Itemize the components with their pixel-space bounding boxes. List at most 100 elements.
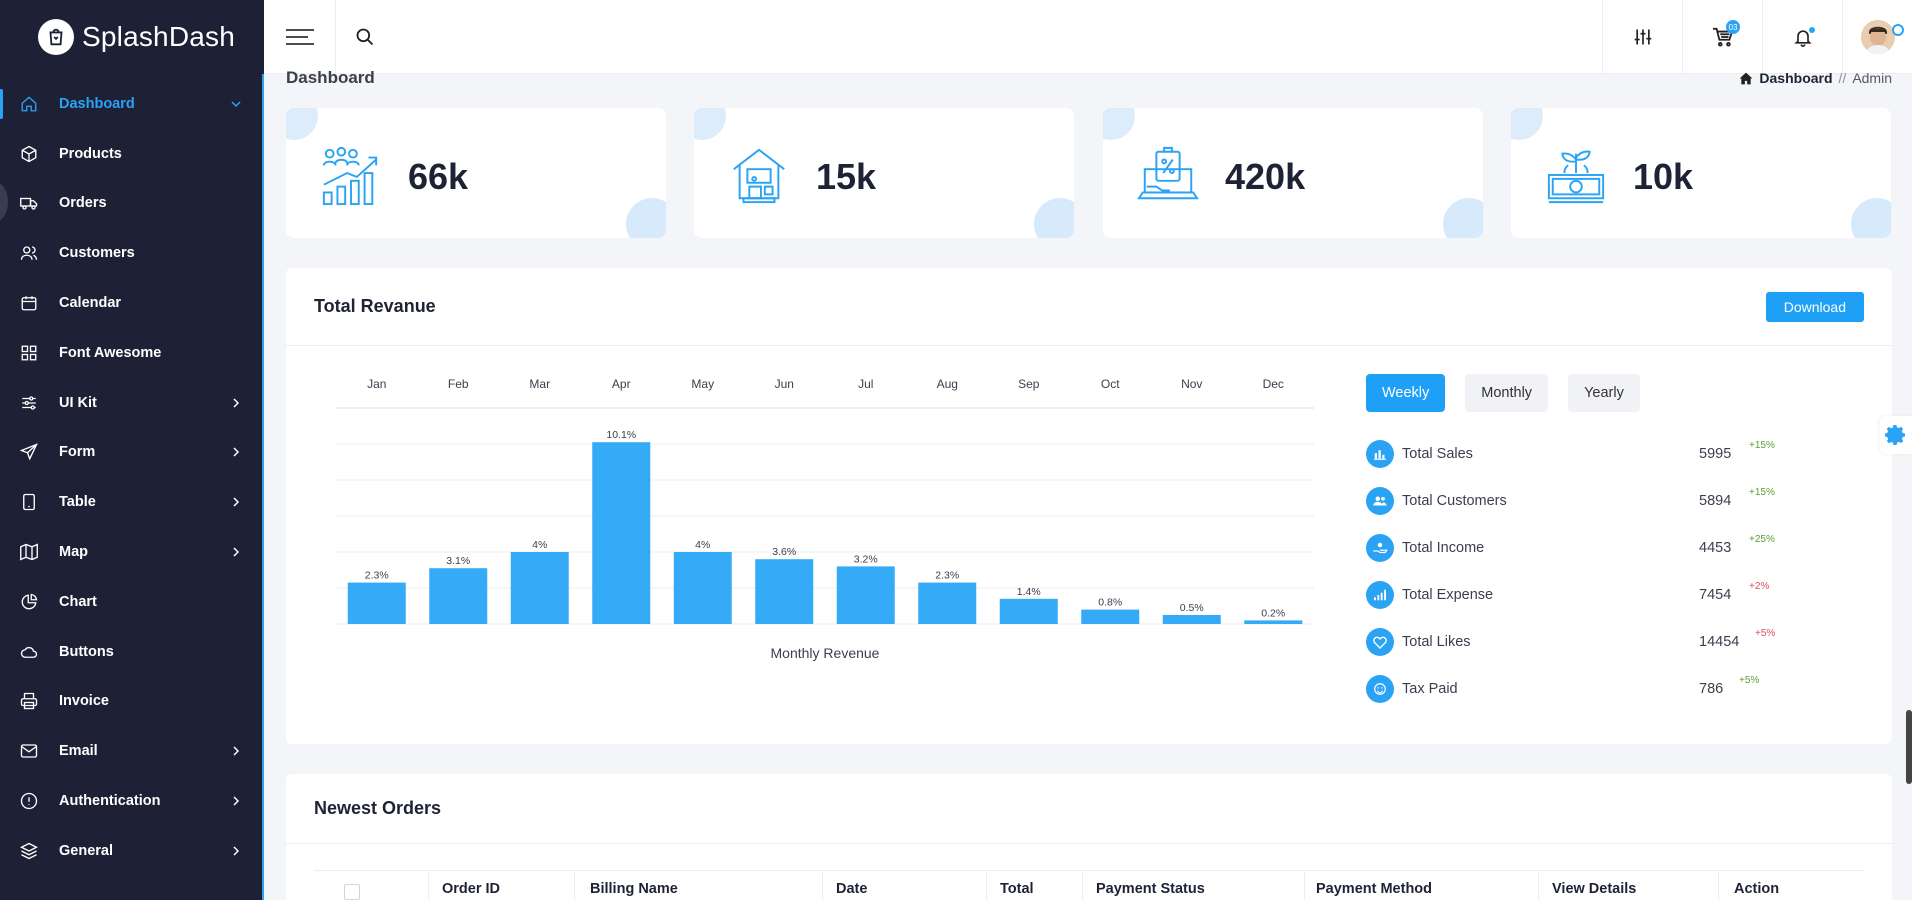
sidebar-item-label: Orders <box>59 195 107 212</box>
select-all-checkbox[interactable] <box>344 884 360 900</box>
users-icon <box>1366 486 1394 515</box>
x-tick-label: Mar <box>529 377 550 391</box>
sidebar-item-label: Email <box>59 743 98 760</box>
bar <box>1244 620 1303 624</box>
profile-button[interactable] <box>1842 0 1912 74</box>
stat-card: 10k <box>1511 108 1891 238</box>
grid-icon <box>20 344 38 362</box>
chevron-down-icon <box>231 101 241 107</box>
sidebar-item-orders[interactable]: Orders <box>0 179 264 229</box>
column-header[interactable]: Date <box>836 881 868 897</box>
x-tick-label: Dec <box>1263 377 1284 391</box>
x-tick-label: Nov <box>1181 377 1202 391</box>
settings-sliders-button[interactable] <box>1602 0 1682 74</box>
search-button[interactable] <box>336 0 394 74</box>
brand[interactable]: SplashDash <box>0 0 264 74</box>
summary-value: 786 <box>1699 680 1724 697</box>
data-label: 4% <box>695 539 710 551</box>
stat-value: 420k <box>1225 156 1306 197</box>
menu-toggle-button[interactable] <box>264 0 336 74</box>
card-decoration <box>286 108 318 140</box>
bar <box>755 559 814 624</box>
column-header[interactable]: Action <box>1734 881 1780 897</box>
data-label: 4% <box>532 539 547 551</box>
sidebar-item-products[interactable]: Products <box>0 129 264 179</box>
heart-icon <box>1366 627 1394 656</box>
sidebar-item-table[interactable]: Table <box>0 477 264 527</box>
card-decoration <box>694 108 726 140</box>
column-header[interactable]: Total <box>1000 881 1034 897</box>
data-label: 3.2% <box>854 553 878 565</box>
bar <box>510 552 569 624</box>
column-header[interactable]: Order ID <box>442 881 501 897</box>
tab-weekly[interactable]: Weekly <box>1366 374 1446 412</box>
tab-monthly[interactable]: Monthly <box>1465 374 1549 412</box>
sidebar-handle[interactable] <box>0 182 8 222</box>
chevron-right-icon <box>233 398 240 408</box>
sidebar-item-label: Products <box>59 145 122 162</box>
notifications-button[interactable] <box>1762 0 1842 74</box>
column-divider <box>986 871 987 900</box>
sidebar-item-general[interactable]: General <box>0 826 264 876</box>
summary-row: Tax Paid 786 +5% <box>1366 665 1846 712</box>
sidebar-item-label: General <box>59 842 113 859</box>
scrollbar-thumb[interactable] <box>1906 710 1912 784</box>
bar <box>347 582 406 624</box>
column-header[interactable]: Billing Name <box>590 881 678 897</box>
truck-icon <box>20 194 38 212</box>
x-tick-label: Feb <box>448 377 469 391</box>
sliders-icon <box>1634 29 1651 45</box>
chevron-right-icon <box>233 846 240 856</box>
chevron-right-icon <box>233 497 240 507</box>
cart-button[interactable]: 03 <box>1682 0 1762 74</box>
sidebar-item-invoice[interactable]: Invoice <box>0 677 264 727</box>
breadcrumb-current[interactable]: Dashboard <box>1759 70 1833 86</box>
summary-change: +25% <box>1749 534 1775 545</box>
breadcrumb-separator: // <box>1838 70 1847 86</box>
chevron-right-icon <box>233 746 240 756</box>
data-label: 3.6% <box>772 546 796 558</box>
download-button[interactable]: Download <box>1765 291 1864 322</box>
sidebar-item-authentication[interactable]: Authentication <box>0 776 264 826</box>
home-icon[interactable] <box>1739 72 1753 85</box>
sidebar-item-font-awesome[interactable]: Font Awesome <box>0 328 264 378</box>
bar-chart-icon <box>1366 439 1394 468</box>
sidebar-item-chart[interactable]: Chart <box>0 577 264 627</box>
bell-icon <box>1793 30 1812 47</box>
bar <box>673 552 732 624</box>
column-header[interactable]: View Details <box>1552 881 1637 897</box>
sidebar-item-label: Customers <box>59 245 135 262</box>
summary-change: +15% <box>1749 487 1775 498</box>
column-divider <box>1082 871 1083 900</box>
column-header[interactable]: Payment Status <box>1096 881 1205 897</box>
card-decoration <box>626 198 666 238</box>
discount-laptop-icon <box>1137 146 1199 200</box>
summary-value: 14454 <box>1699 633 1740 650</box>
breadcrumb-last: Admin <box>1852 70 1892 86</box>
summary-row: Total Likes 14454 +5% <box>1366 618 1846 665</box>
column-divider <box>1304 871 1305 900</box>
summary-value: 5894 <box>1699 492 1732 509</box>
sidebar-item-buttons[interactable]: Buttons <box>0 627 264 677</box>
users-icon <box>20 244 38 262</box>
x-tick-label: Apr <box>612 377 631 391</box>
sidebar-item-map[interactable]: Map <box>0 527 264 577</box>
tab-yearly[interactable]: Yearly <box>1568 374 1640 412</box>
summary-label: Total Likes <box>1402 633 1471 650</box>
calendar-icon <box>20 294 38 312</box>
sidebar-item-email[interactable]: Email <box>0 726 264 776</box>
x-tick-label: Jul <box>858 377 873 391</box>
summary-change: +2% <box>1749 581 1770 592</box>
avatar <box>1860 20 1895 54</box>
column-header[interactable]: Payment Method <box>1316 881 1433 897</box>
stat-card: 66k <box>286 108 666 238</box>
sidebar-item-calendar[interactable]: Calendar <box>0 278 264 328</box>
theme-settings-button[interactable] <box>1880 416 1912 454</box>
sidebar-item-dashboard[interactable]: Dashboard <box>0 79 264 129</box>
sidebar-item-ui-kit[interactable]: UI Kit <box>0 378 264 428</box>
sidebar-item-label: Calendar <box>59 295 122 312</box>
revenue-chart: Jan 2.3% Feb 3.1% Mar 4% Apr 10.1% May 4% Jun 3.6% J… <box>322 358 1322 728</box>
sidebar-item-form[interactable]: Form <box>0 428 264 478</box>
sidebar-item-customers[interactable]: Customers <box>0 228 264 278</box>
sidebar-item-label: Map <box>59 544 88 561</box>
